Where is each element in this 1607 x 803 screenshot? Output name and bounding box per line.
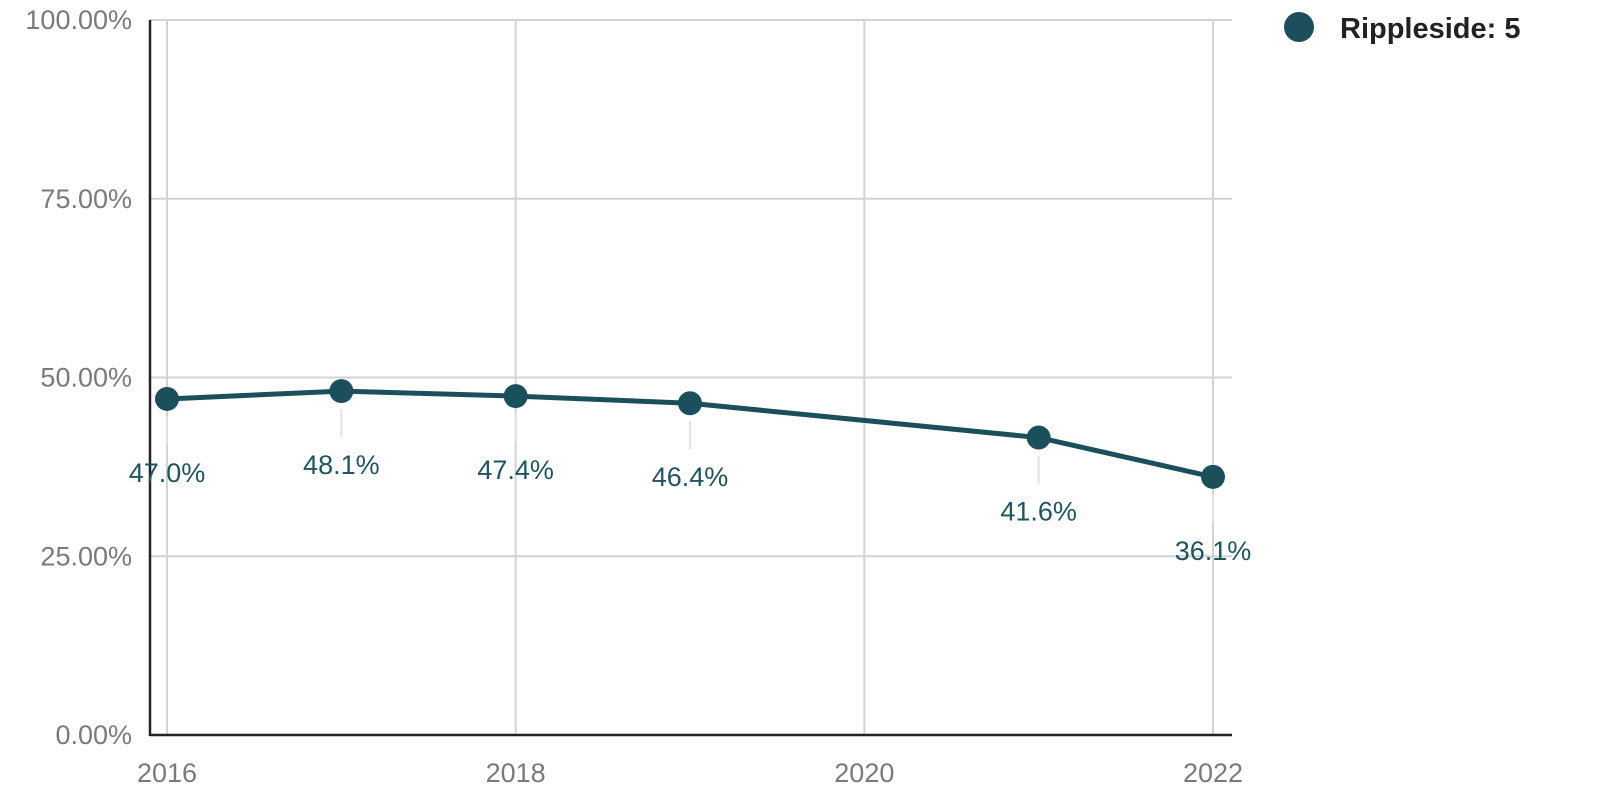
data-point <box>503 384 528 409</box>
data-label: 46.4% <box>652 462 729 492</box>
axes: 0.00% 25.00% 50.00% 75.00% 100.00% 2016 2018 20… <box>25 5 1243 788</box>
data-label: 47.4% <box>477 455 554 485</box>
y-tick-label: 0.00% <box>55 720 132 750</box>
x-tick-label: 2016 <box>137 758 197 788</box>
data-point <box>1201 464 1225 489</box>
x-tick-label: 2020 <box>834 758 894 788</box>
data-point <box>329 379 354 404</box>
y-tick-label: 100.00% <box>25 5 132 35</box>
data-point <box>1026 425 1051 450</box>
data-label: 41.6% <box>1000 497 1077 527</box>
data-label: 36.1% <box>1175 536 1252 566</box>
y-tick-label: 75.00% <box>40 184 132 214</box>
legend-marker <box>1284 12 1314 42</box>
series-layer <box>155 379 1225 489</box>
y-tick-label: 50.00% <box>40 363 132 393</box>
legend: Rippleside: 5 <box>1284 12 1521 45</box>
series-line <box>164 388 1216 480</box>
data-label: 48.1% <box>303 450 380 480</box>
x-tick-label: 2018 <box>486 758 546 788</box>
data-labels: 47.0% 48.1% 47.4% 46.4% 41.6% 36.1% <box>129 409 1252 566</box>
legend-label: Rippleside: 5 <box>1340 13 1521 45</box>
y-tick-label: 25.00% <box>40 541 132 571</box>
data-label: 47.0% <box>129 458 206 488</box>
x-tick-label: 2022 <box>1183 758 1243 788</box>
data-point <box>678 391 702 416</box>
gridlines <box>150 19 1232 735</box>
data-point <box>155 386 179 411</box>
